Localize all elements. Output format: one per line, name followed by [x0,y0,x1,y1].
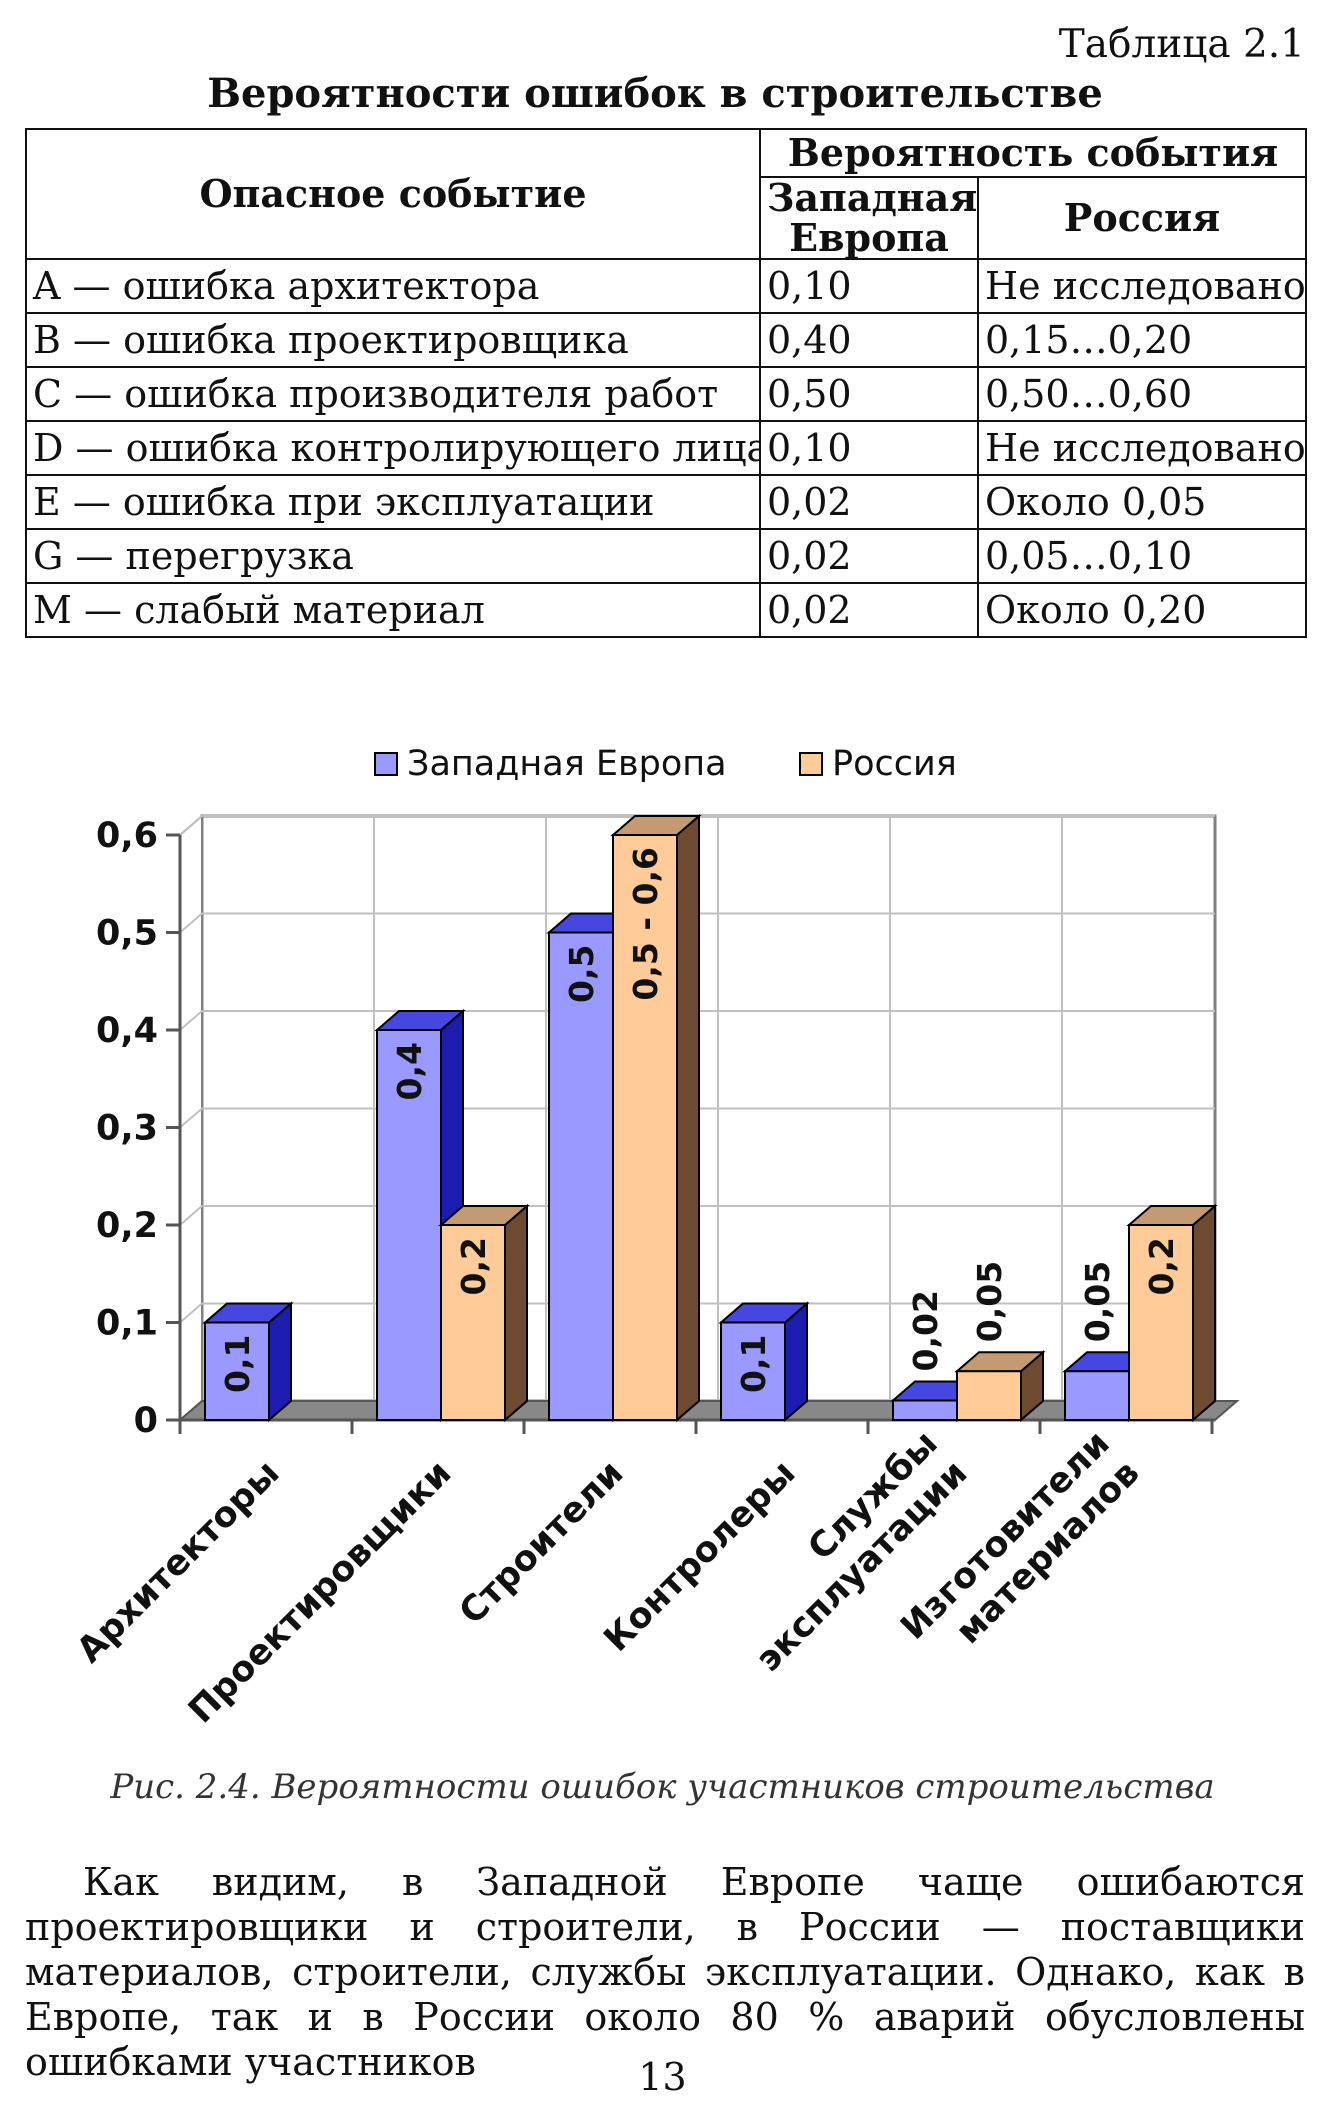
gridline [179,1205,1215,1226]
cell-event: A — ошибка архитектора [25,258,761,314]
cell-western-europe: 0,02 [759,582,979,638]
table-row: E — ошибка при эксплуатации 0,02 Около 0,0… [25,474,1308,530]
figure-caption: Рис. 2.4. Вероятности ошибок участников … [110,1767,1215,1807]
bar-russia: 0,2 [438,1203,530,1423]
category-label-line: Строители [452,1453,631,1632]
y-tick-label: 0,3 [96,1109,158,1149]
header-western-europe-line2: Европа [789,215,949,260]
cell-russia: Около 0,05 [976,474,1308,530]
bar-russia-side [676,813,700,1423]
legend-western-europe-swatch [374,752,398,776]
data-label: 0,1 [218,1335,257,1393]
category-label: Строители [452,1453,631,1632]
bar-western-europe-front [548,931,614,1421]
cell-russia: 0,50…0,60 [976,366,1308,422]
bar-russia-side [1192,1203,1216,1423]
y-tick-label: 0,2 [96,1206,158,1246]
header-western-europe-line1: Западная [767,175,978,220]
header-event: Опасное событие [25,128,761,260]
cell-russia: Около 0,20 [976,582,1308,638]
body-paragraph: Как видим, в Западной Европе чаще ошибаю… [25,1860,1305,2084]
table-title: Вероятности ошибок в строительстве [207,70,1103,117]
legend-western-europe-label: Западная Европа [407,744,727,784]
probability-table: Опасное событие Вероятность события Запа… [25,128,1308,638]
y-tick-label: 0,5 [96,914,158,954]
gridline [179,815,1215,836]
data-label: 0,05 [970,1261,1009,1342]
y-tick-label: 0,6 [96,816,158,856]
data-label: 0,02 [906,1290,945,1371]
data-label: 0,1 [734,1335,773,1393]
header-western-europe: Западная Европа [759,175,979,260]
table-row: M — слабый материал 0,02 Около 0,20 [25,582,1308,638]
bar-western-europe-side [268,1301,292,1423]
data-label: 0,2 [454,1237,493,1295]
data-label: 0,5 - 0,6 [626,847,665,1001]
gridline [179,1302,1215,1324]
page-number: 13 [638,2055,687,2099]
bar-western-europe-front [1064,1370,1130,1421]
gridline [179,1010,1215,1031]
bar-russia-front [956,1370,1022,1421]
data-label: 0,2 [1142,1237,1181,1295]
cell-event: C — ошибка производителя работ [25,366,761,422]
cell-western-europe: 0,50 [759,366,979,422]
y-tick-label: 0,4 [96,1011,158,1051]
bar-russia: 0,05 [954,1261,1046,1423]
cell-russia: Не исследовано [976,420,1308,476]
table-row: A — ошибка архитектора 0,10 Не исследовано [25,258,1308,314]
legend-russia-label: Россия [832,744,957,784]
gridline [179,1107,1215,1129]
data-label: 0,5 [562,945,601,1003]
y-tick-label: 0 [134,1401,158,1441]
cell-event: M — слабый материал [25,582,761,638]
bar-russia: 0,5 - 0,6 [610,813,702,1423]
cell-western-europe: 0,02 [759,528,979,584]
cell-russia: 0,15…0,20 [976,312,1308,368]
table-row: G — перегрузка 0,02 0,05…0,10 [25,528,1308,584]
cell-event: G — перегрузка [25,528,761,584]
cell-event: E — ошибка при эксплуатации [25,474,761,530]
bar-western-europe: 0,1 [202,1301,294,1423]
gridline [179,912,1215,934]
header-russia: Россия [976,176,1308,260]
chart-legend: Западная Европа Россия [374,744,957,784]
data-label: 0,05 [1078,1261,1117,1342]
cell-russia: 0,05…0,10 [976,528,1308,584]
bar-russia-front [1128,1224,1194,1421]
bar-western-europe-side [784,1301,808,1423]
table-row: C — ошибка производителя работ 0,50 0,50…0… [25,366,1308,422]
table-row: B — ошибка проектировщика 0,40 0,15…0,20 [25,312,1308,368]
error-probability-chart: 0 0,1 0,2 0,3 0,4 0,5 0,6 0,1 0,4 0,2 0,5 0,5 - 0,6… [70,744,1240,1731]
bar-russia: 0,2 [1126,1203,1218,1423]
bar-russia-front [440,1224,506,1421]
y-tick-label: 0,1 [96,1304,158,1344]
header-probability: Вероятность события [758,128,1308,178]
bar-western-europe-front [892,1399,958,1421]
table-number-label: Таблица 2.1 [1058,22,1305,67]
legend-russia-swatch [799,752,823,776]
cell-western-europe: 0,10 [759,420,979,476]
table-row: D — ошибка контролирующего лица 0,10 Не ис… [25,420,1308,476]
bar-western-europe: 0,1 [718,1301,810,1423]
cell-western-europe: 0,02 [759,474,979,530]
bar-russia-front [612,834,678,1421]
cell-event: B — ошибка проектировщика [25,312,761,368]
bar-russia-side [504,1203,528,1423]
data-label: 0,4 [390,1042,429,1100]
cell-western-europe: 0,10 [759,258,979,314]
bar-western-europe-front [204,1321,270,1421]
bar-western-europe-front [376,1029,442,1421]
bar-western-europe-front [720,1321,786,1421]
cell-event: D — ошибка контролирующего лица [25,420,761,476]
cell-western-europe: 0,40 [759,312,979,368]
cell-russia: Не исследовано [976,258,1308,314]
